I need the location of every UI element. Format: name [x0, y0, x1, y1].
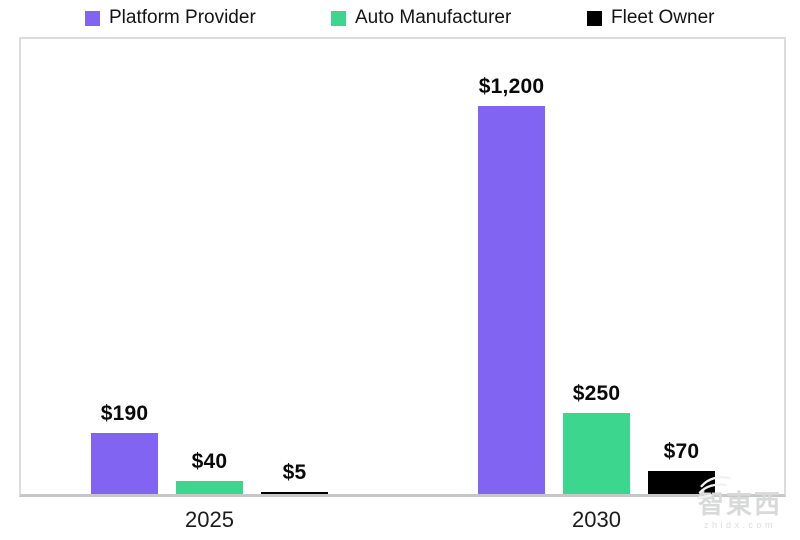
bar: [91, 433, 158, 494]
bar-group-2030: $1,200 $250 $70: [478, 75, 715, 494]
bar-value-label: $40: [191, 450, 228, 473]
legend-item-auto-manufacturer: Auto Manufacturer: [331, 7, 511, 29]
bar-cell-2030-auto-manufacturer: $250: [563, 382, 630, 494]
bar-value-label: $190: [100, 402, 149, 425]
bar: [563, 413, 630, 494]
bar: [176, 481, 243, 494]
legend-item-platform-provider: Platform Provider: [85, 7, 256, 29]
legend-label-fleet-owner: Fleet Owner: [611, 7, 715, 28]
legend-swatch-fleet-owner-icon: [587, 10, 602, 26]
bar: [478, 106, 545, 494]
legend-item-fleet-owner: Fleet Owner: [587, 7, 714, 29]
legend-label-platform-provider: Platform Provider: [109, 7, 256, 28]
legend-label-auto-manufacturer: Auto Manufacturer: [355, 7, 512, 28]
x-axis-label-2025: 2025: [185, 507, 234, 532]
bar-cell-2030-fleet-owner: $70: [648, 440, 715, 494]
bar: [261, 492, 328, 494]
bar-cell-2030-platform-provider: $1,200: [478, 75, 545, 494]
bar-value-label: $70: [663, 440, 700, 463]
bar: [648, 471, 715, 494]
bar-value-label: $250: [572, 382, 621, 405]
x-axis-label-2030: 2030: [572, 507, 621, 532]
legend-swatch-auto-manufacturer-icon: [331, 10, 346, 26]
plot-area: $190 $40 $5 $1,200 $250 $70: [19, 37, 786, 497]
legend-swatch-platform-provider-icon: [85, 10, 100, 26]
bar-group-2025: $190 $40 $5: [91, 402, 328, 494]
bar-cell-2025-auto-manufacturer: $40: [176, 450, 243, 494]
bar-value-label: $5: [282, 461, 307, 484]
bar-cell-2025-platform-provider: $190: [91, 402, 158, 494]
bar-cell-2025-fleet-owner: $5: [261, 461, 328, 494]
bar-value-label: $1,200: [478, 75, 545, 98]
